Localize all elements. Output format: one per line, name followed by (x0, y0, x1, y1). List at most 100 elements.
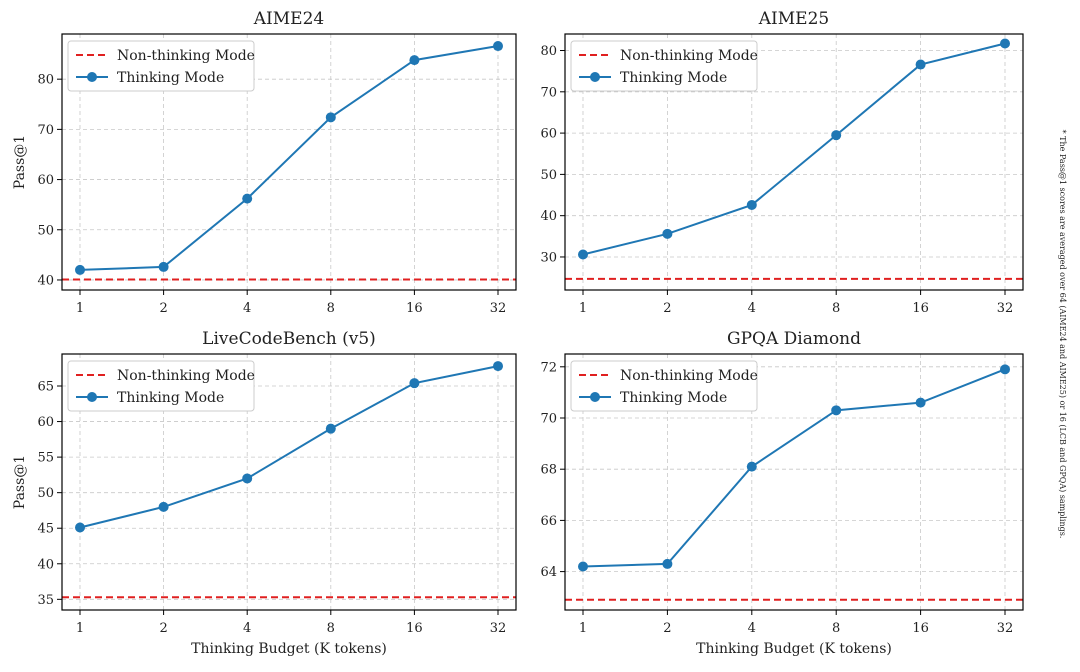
thinking-point (578, 561, 588, 572)
y-tick-label: 80 (37, 73, 54, 88)
y-tick-label: 50 (37, 223, 54, 238)
chart-title: LiveCodeBench (v5) (202, 329, 376, 349)
thinking-point (242, 473, 253, 484)
legend-marker-thinking (87, 392, 97, 402)
y-tick-label: 65 (37, 380, 54, 395)
y-tick-label: 64 (540, 565, 557, 580)
thinking-line (582, 42, 1006, 256)
x-tick-label: 1 (76, 621, 84, 636)
y-tick-label: 55 (37, 451, 54, 466)
y-tick-label: 70 (540, 412, 557, 427)
x-tick-label: 32 (490, 301, 507, 316)
y-tick-label: 68 (540, 463, 557, 478)
thinking-line (79, 365, 499, 529)
chart-title: AIME24 (253, 9, 324, 29)
thinking-line (79, 45, 499, 271)
y-tick-label: 70 (37, 123, 54, 138)
y-tick-label: 35 (37, 593, 54, 608)
legend-box (67, 360, 255, 412)
x-tick-label: 16 (406, 621, 423, 636)
chart-title: GPQA Diamond (727, 329, 861, 349)
thinking-point (1000, 364, 1010, 375)
legend-box (570, 360, 758, 412)
x-tick-label: 4 (243, 621, 251, 636)
y-tick-label: 50 (540, 168, 557, 183)
legend-label-thinking: Thinking Mode (620, 390, 727, 406)
x-tick-label: 1 (76, 301, 84, 316)
y-tick-label: 40 (540, 209, 557, 224)
x-tick-label: 8 (832, 621, 840, 636)
thinking-point (158, 501, 169, 512)
x-tick-label: 32 (997, 301, 1014, 316)
y-tick-label: 66 (540, 514, 557, 529)
y-tick-label: 60 (540, 127, 557, 142)
side-note: * The Pass@1 scores are averaged over 64… (1058, 130, 1067, 539)
legend-marker-thinking (590, 392, 600, 402)
legend-label-non-thinking: Non-thinking Mode (117, 48, 255, 64)
x-tick-label: 32 (997, 621, 1014, 636)
y-tick-label: 72 (540, 360, 557, 375)
y-axis-label: Pass@1 (12, 455, 28, 509)
y-tick-label: 50 (37, 486, 54, 501)
panel-3: 1 2 4 8 16 32 64 66 68 70 72 GPQA Diamond Thinking B… (540, 329, 1024, 657)
y-tick-label: 60 (37, 173, 54, 188)
x-tick-label: 1 (579, 621, 587, 636)
thinking-point (158, 261, 169, 272)
x-tick-label: 8 (327, 301, 335, 316)
plot-frame (61, 33, 517, 291)
x-tick-label: 2 (159, 621, 167, 636)
plot-frame (564, 33, 1024, 291)
chart-title: AIME25 (758, 9, 829, 29)
panel-0: 1 2 4 8 16 32 40 50 60 70 80 AIME24 Pass@1 Non-thinki… (12, 9, 517, 316)
x-tick-label: 2 (663, 301, 671, 316)
legend-label-thinking: Thinking Mode (620, 70, 727, 86)
thinking-point (75, 522, 85, 533)
thinking-point (242, 193, 253, 204)
y-tick-label: 70 (540, 85, 557, 100)
panel-1: 1 2 4 8 16 32 30 40 50 60 70 80 AIME25 Non-thinking M… (540, 9, 1024, 316)
thinking-point (493, 361, 503, 372)
thinking-point (493, 41, 503, 52)
x-tick-label: 8 (832, 301, 840, 316)
y-tick-label: 60 (37, 415, 54, 430)
x-tick-label: 4 (748, 301, 756, 316)
legend-label-thinking: Thinking Mode (117, 70, 224, 86)
x-tick-label: 8 (327, 621, 335, 636)
y-tick-label: 30 (540, 250, 557, 265)
y-tick-label: 45 (37, 522, 54, 537)
thinking-point (409, 378, 420, 389)
legend-marker-thinking (87, 72, 97, 82)
x-axis-label: Thinking Budget (K tokens) (191, 641, 387, 657)
legend-box (570, 40, 758, 92)
thinking-point (746, 199, 757, 210)
thinking-point (915, 59, 926, 70)
thinking-point (1000, 38, 1010, 49)
legend-box (67, 40, 255, 92)
thinking-point (75, 264, 85, 275)
legend-label-non-thinking: Non-thinking Mode (620, 48, 758, 64)
thinking-point (662, 558, 673, 569)
x-tick-label: 4 (243, 301, 251, 316)
legend-marker-thinking (590, 72, 600, 82)
x-tick-label: 16 (912, 301, 929, 316)
thinking-point (915, 397, 926, 408)
thinking-point (325, 112, 336, 123)
x-tick-label: 32 (490, 621, 507, 636)
x-tick-label: 1 (579, 301, 587, 316)
y-axis-label: Pass@1 (12, 135, 28, 189)
legend-label-non-thinking: Non-thinking Mode (620, 368, 758, 384)
x-axis-label: Thinking Budget (K tokens) (696, 641, 892, 657)
x-tick-label: 16 (406, 301, 423, 316)
x-tick-label: 16 (912, 621, 929, 636)
thinking-point (325, 423, 336, 434)
y-tick-label: 80 (540, 44, 557, 59)
y-tick-label: 40 (37, 557, 54, 572)
y-tick-label: 40 (37, 273, 54, 288)
x-tick-label: 2 (159, 301, 167, 316)
legend-label-non-thinking: Non-thinking Mode (117, 368, 255, 384)
thinking-point (409, 55, 420, 66)
thinking-line (582, 368, 1006, 568)
thinking-point (746, 461, 757, 472)
